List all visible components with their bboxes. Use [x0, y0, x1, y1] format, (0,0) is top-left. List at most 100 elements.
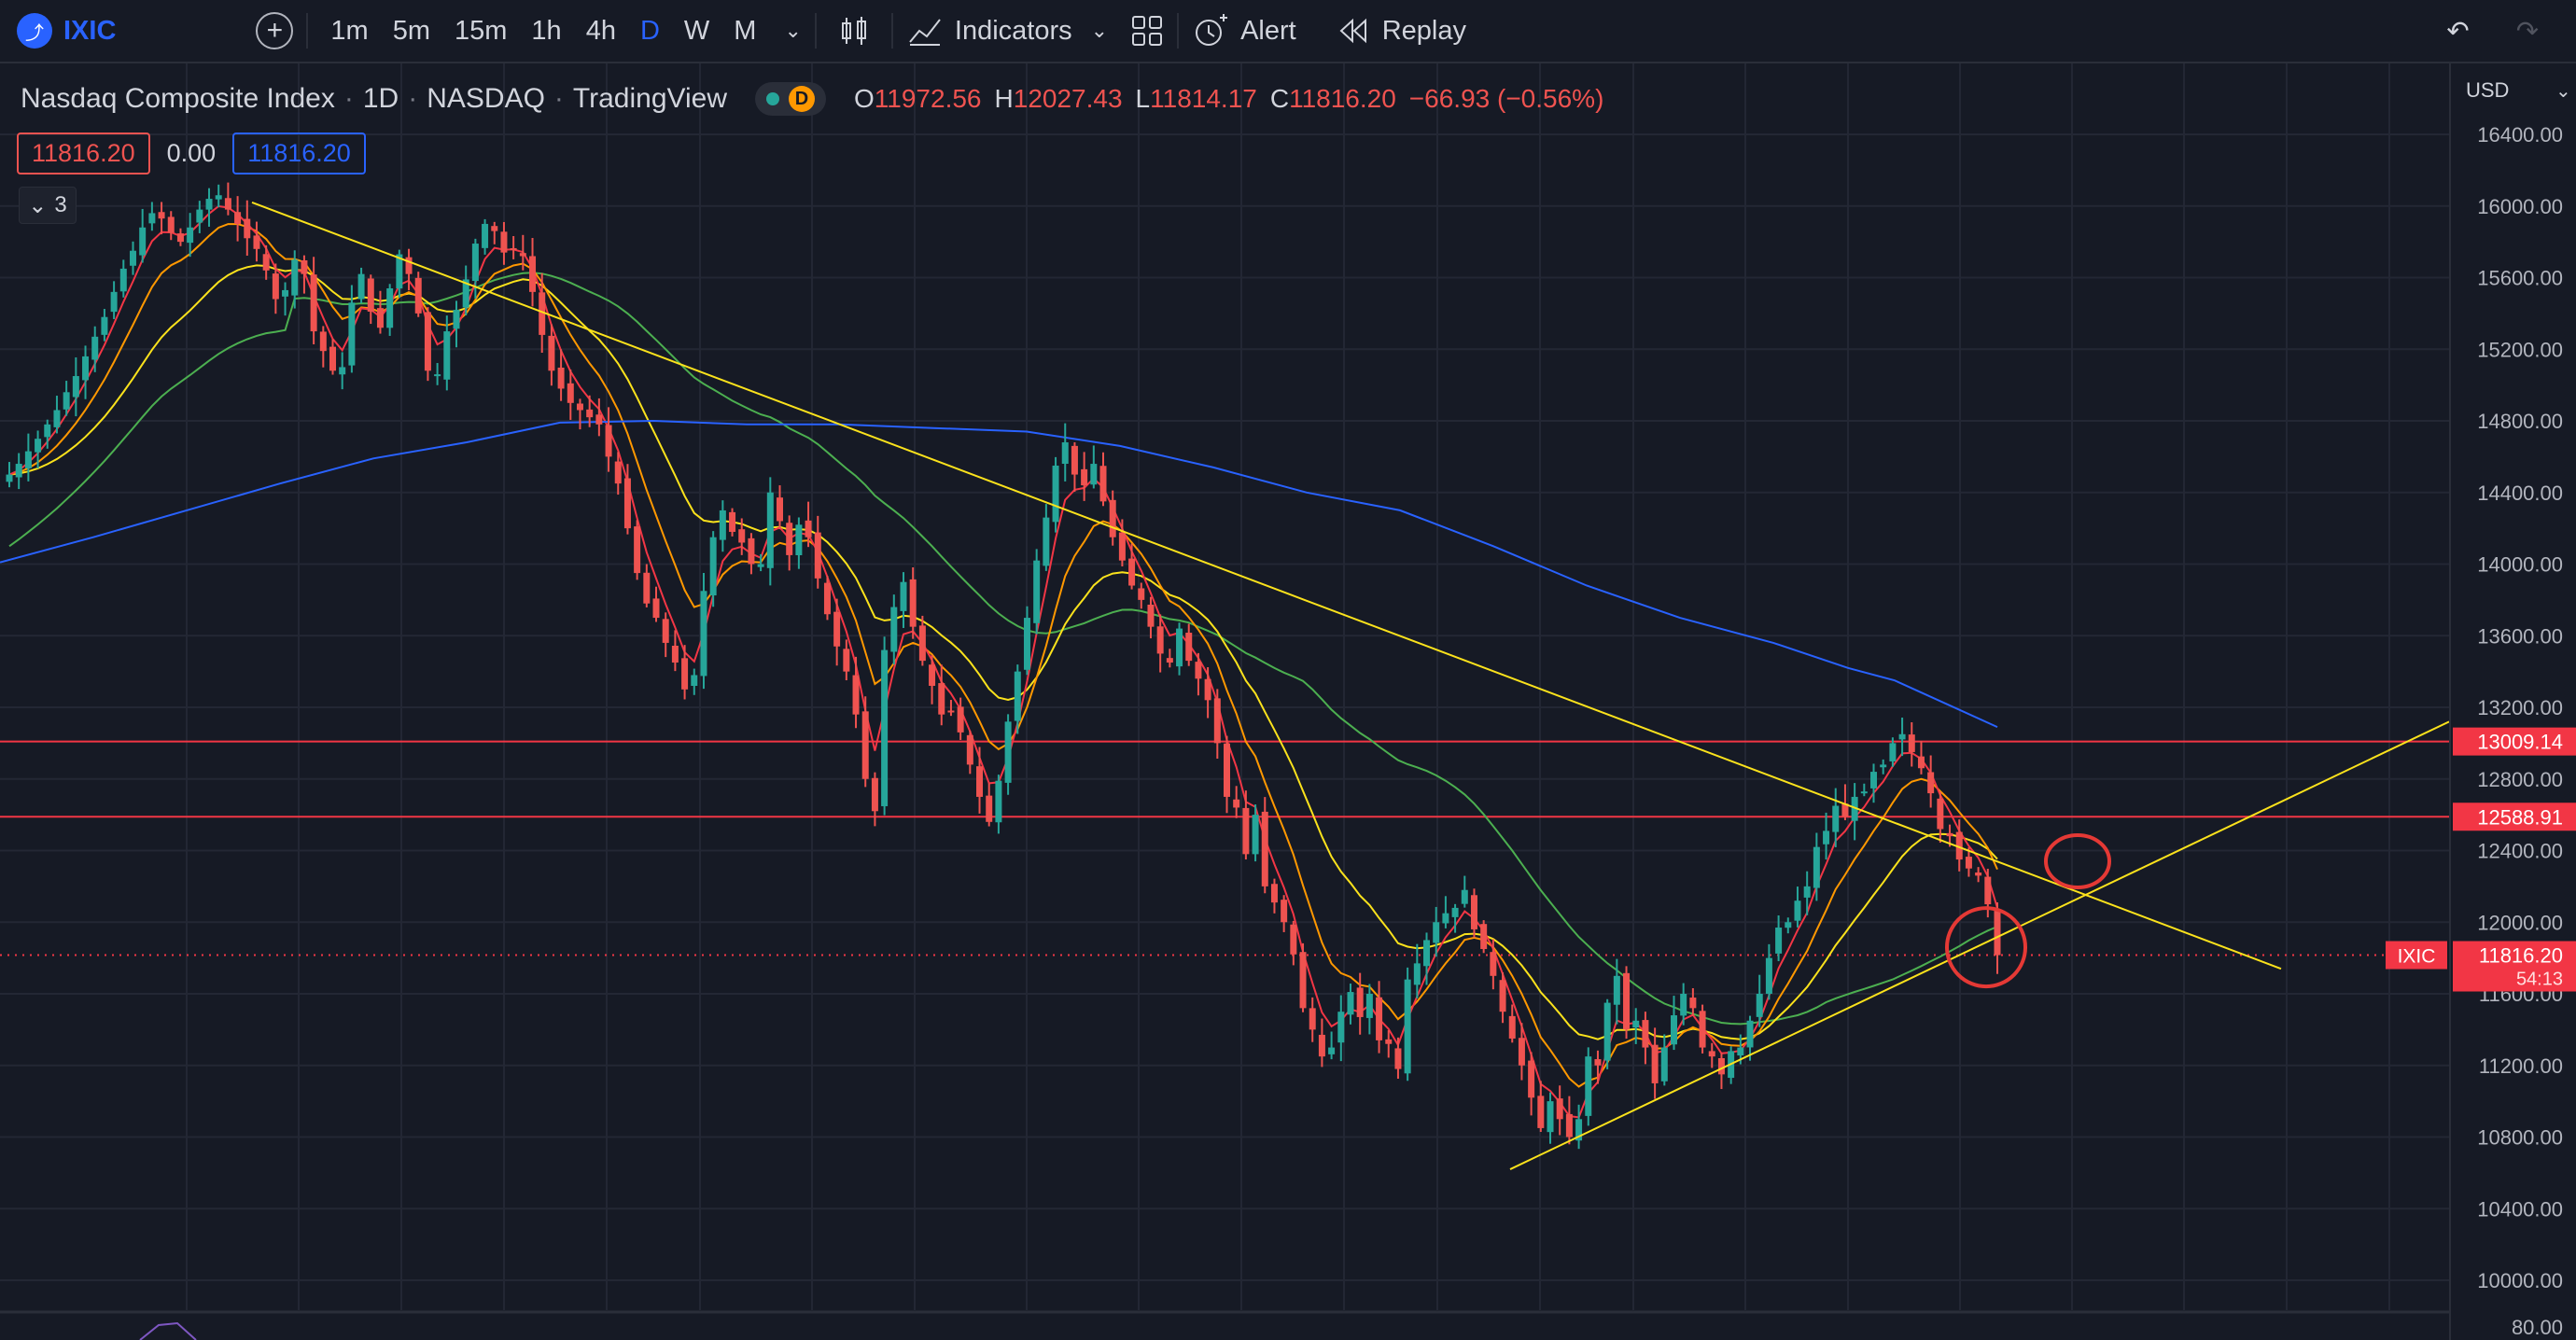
candle-body	[1908, 734, 1915, 752]
candle-body	[700, 591, 707, 677]
chart-type-button[interactable]	[837, 14, 871, 48]
candle-body	[224, 198, 231, 210]
candle-body	[1213, 698, 1221, 744]
candle-body	[35, 439, 42, 453]
compare-add-symbol-button[interactable]: +	[256, 12, 294, 49]
candle-body	[1880, 764, 1887, 768]
interval-1mo[interactable]: M	[734, 15, 757, 46]
undo-icon[interactable]: ↶	[2446, 16, 2470, 47]
replay-button[interactable]: Replay	[1337, 16, 1466, 47]
candle-body	[301, 259, 308, 274]
ema-fast-line	[8, 204, 1998, 1119]
market-status-pill[interactable]: D	[755, 82, 827, 116]
candle-body	[833, 611, 841, 647]
toolbar-divider	[1177, 13, 1180, 49]
history-controls: ↶ ↷	[2446, 0, 2539, 62]
candle-body	[1765, 957, 1772, 994]
candle-body	[376, 308, 384, 328]
candle-body	[1955, 831, 1963, 860]
candle-body	[1708, 1051, 1715, 1057]
candle-body	[1642, 1020, 1649, 1048]
candles-icon	[841, 17, 866, 45]
candle-body	[957, 706, 964, 733]
candle-body	[1490, 952, 1497, 976]
candle-body	[852, 675, 860, 715]
chart-pane[interactable]: IXIC	[0, 63, 2449, 1340]
sell-price-box[interactable]: 11816.20	[17, 133, 150, 174]
redo-icon[interactable]: ↷	[2515, 16, 2539, 47]
price-scale[interactable]: USD ⌄ 16400.00 16000.00 15600.00 15200.00 14…	[2449, 63, 2576, 1340]
candle-body	[843, 649, 850, 672]
candle-body	[938, 683, 945, 715]
legend-separator: ·	[553, 83, 564, 114]
downtrend-line	[251, 201, 2282, 970]
candle-body	[1898, 733, 1906, 740]
interval-1d[interactable]: D	[639, 15, 660, 46]
interval-tabs: 1m 5m 15m 1h 4h D W M ⌄	[330, 16, 801, 47]
candle-body	[1365, 994, 1373, 1018]
top-toolbar: ⤴ IXIC + 1m 5m 15m 1h 4h D W M ⌄ Indicat…	[0, 0, 2576, 63]
currency-label: USD	[2466, 78, 2509, 102]
price-ticks: 16400.00 16000.00 15600.00 15200.00 14800.00…	[2477, 123, 2563, 1339]
candle-body	[1043, 517, 1050, 566]
candle-body	[966, 734, 973, 765]
buy-price-box[interactable]: 11816.20	[232, 133, 366, 174]
last-price-text: 11816.20	[2479, 944, 2563, 968]
candle-body	[548, 335, 555, 371]
candle-body	[634, 526, 641, 574]
candle-body	[500, 231, 508, 253]
candle-body	[539, 292, 546, 335]
interval-1m[interactable]: 1m	[330, 15, 369, 46]
annotation-circle-large	[1945, 906, 2027, 989]
candle-body	[319, 331, 327, 352]
currency-chevron-icon[interactable]: ⌄	[2555, 81, 2571, 102]
indicators-button[interactable]: Indicators ⌄	[906, 14, 1108, 48]
candle-body	[1975, 872, 1982, 876]
interval-dropdown-chevron-icon[interactable]: ⌄	[784, 19, 802, 42]
candle-body	[1394, 1048, 1402, 1069]
price-tick-label: 14800.00	[2477, 410, 2563, 433]
price-tick-label: 12800.00	[2477, 768, 2563, 791]
interval-5m[interactable]: 5m	[392, 15, 430, 46]
candle-body	[748, 537, 755, 565]
candle-body	[871, 777, 878, 812]
candle-body	[434, 374, 441, 377]
candle-body	[1660, 1047, 1668, 1082]
price-tick-label: 15200.00	[2477, 338, 2563, 361]
interval-1w[interactable]: W	[683, 15, 710, 46]
indicator-legend-toggle[interactable]: ⌄ 3	[19, 187, 77, 224]
candle-body	[15, 464, 22, 478]
candle-body	[1699, 1011, 1706, 1048]
candles	[6, 182, 2001, 1150]
candle-body	[1318, 1034, 1325, 1057]
candle-body	[1442, 913, 1449, 924]
candle-body	[1033, 560, 1041, 623]
candle-body	[101, 316, 108, 335]
symbol-search-button[interactable]: ⤴ IXIC	[17, 13, 116, 49]
legend-exchange: NASDAQ	[427, 83, 545, 114]
candle-body	[1270, 884, 1278, 903]
candle-body	[1109, 499, 1116, 537]
candle-body	[719, 509, 726, 540]
level-price-badge	[2453, 727, 2576, 756]
interval-4h[interactable]: 4h	[585, 15, 616, 46]
candle-body	[1023, 618, 1030, 670]
candle-body	[215, 195, 222, 200]
interval-15m[interactable]: 15m	[455, 15, 508, 46]
symbol-logo-icon: ⤴	[17, 13, 52, 49]
interval-1h[interactable]: 1h	[531, 15, 562, 46]
price-tick-label: 11200.00	[2479, 1054, 2563, 1078]
candle-body	[976, 766, 984, 797]
alert-button[interactable]: Alert	[1192, 14, 1296, 48]
candle-body	[1746, 1020, 1754, 1048]
layouts-button[interactable]	[1130, 14, 1164, 48]
close-value: 11816.20	[1289, 84, 1396, 113]
candle-body	[253, 235, 260, 249]
candle-body	[1451, 907, 1459, 917]
candle-body	[491, 226, 498, 231]
candle-body	[1680, 994, 1687, 1016]
candle-body	[82, 356, 90, 381]
candle-body	[482, 223, 489, 248]
candle-body	[405, 257, 413, 274]
candle-body	[1470, 895, 1477, 929]
